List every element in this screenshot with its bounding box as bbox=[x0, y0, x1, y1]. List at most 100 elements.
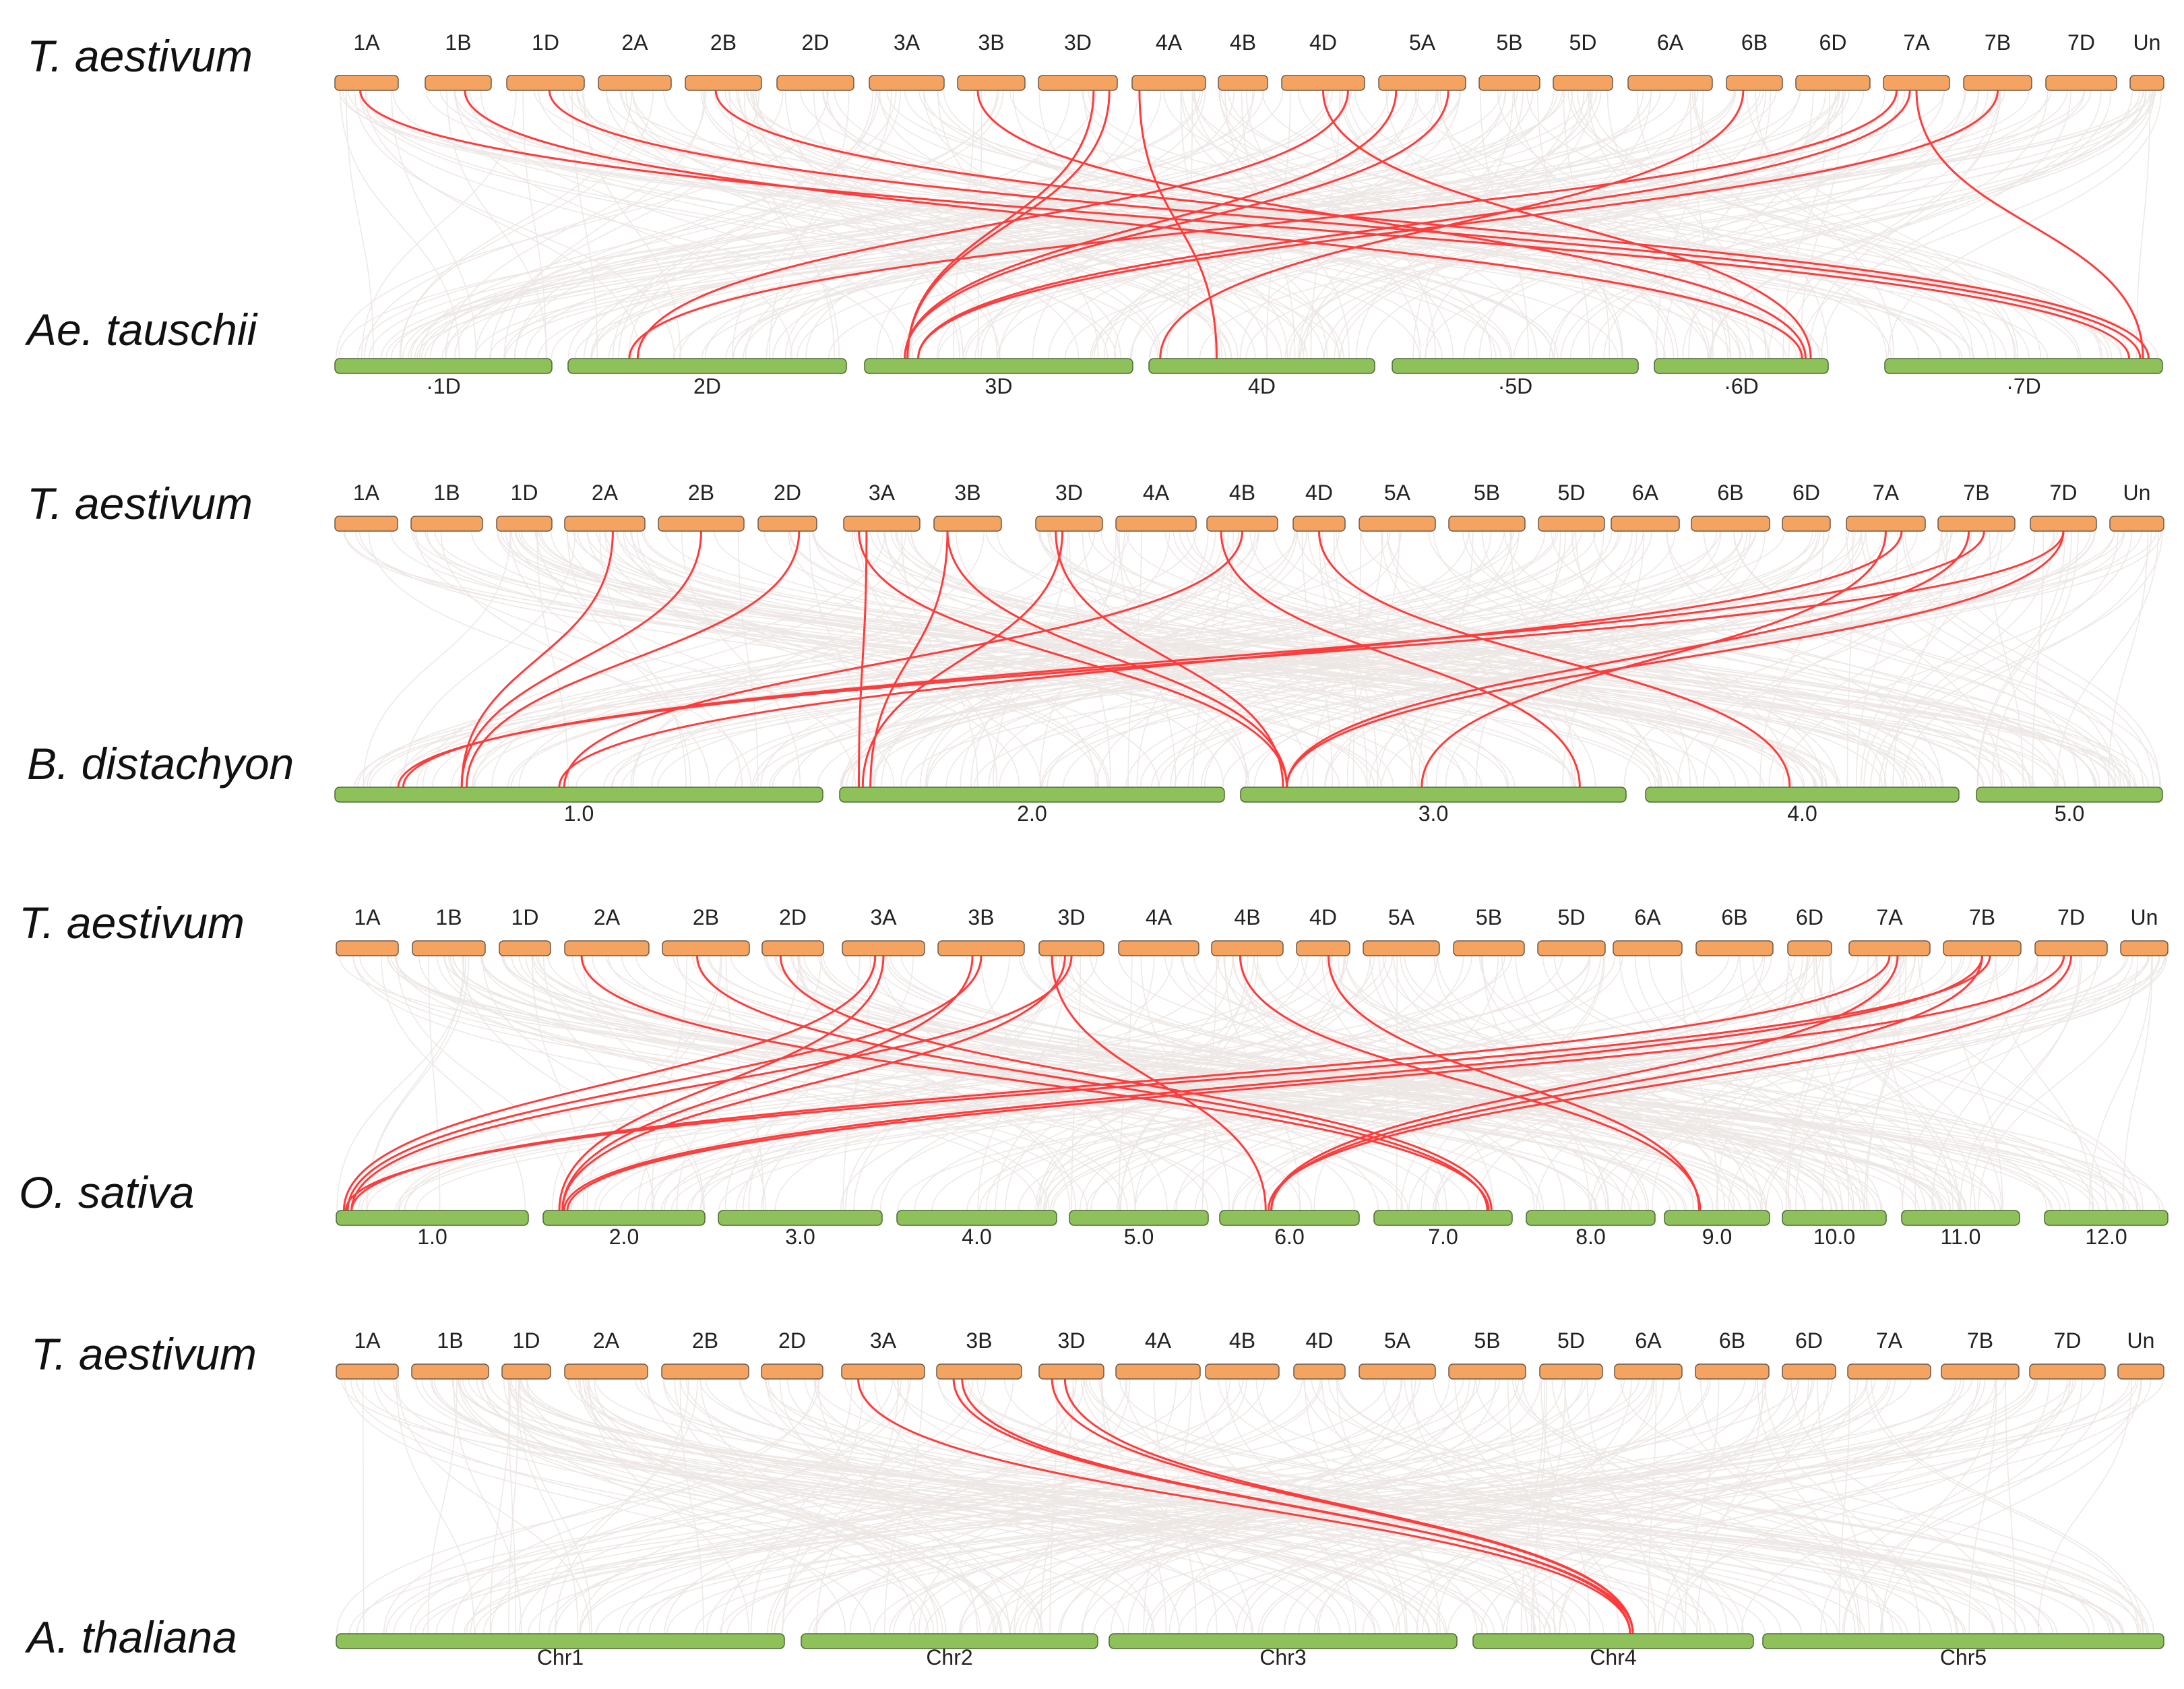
background-link bbox=[566, 530, 1100, 788]
highlight-link-3a-10 bbox=[342, 955, 877, 1211]
background-link bbox=[2108, 530, 2148, 788]
background-link bbox=[1950, 955, 2003, 1211]
background-link bbox=[1648, 1378, 1657, 1634]
top-chromosome-2d bbox=[776, 75, 854, 91]
background-link bbox=[1865, 1378, 2139, 1634]
top-chromosome-4d bbox=[1293, 1363, 1346, 1380]
top-chromosome-label-2b: 2B bbox=[688, 481, 714, 505]
background-link bbox=[1080, 1378, 1478, 1634]
background-link bbox=[536, 530, 856, 788]
background-link bbox=[874, 1378, 1181, 1634]
top-chromosome-un bbox=[2109, 516, 2164, 532]
background-link bbox=[1445, 530, 1766, 788]
bottom-chromosome-label-30: 3.0 bbox=[1418, 801, 1448, 826]
background-link bbox=[507, 530, 1582, 788]
top-chromosome-2d bbox=[757, 516, 817, 532]
background-link bbox=[1703, 530, 1942, 788]
background-link bbox=[340, 90, 460, 359]
background-link bbox=[1194, 90, 1742, 359]
top-chromosome-label-4a: 4A bbox=[1143, 481, 1170, 505]
top-chromosome-label-1a: 1A bbox=[353, 30, 380, 55]
background-link bbox=[1589, 90, 1997, 359]
background-link bbox=[662, 1378, 1237, 1634]
background-link bbox=[1271, 955, 2165, 1211]
background-link bbox=[745, 90, 1162, 359]
background-link bbox=[346, 90, 374, 359]
top-chromosome-label-2a: 2A bbox=[592, 481, 619, 505]
background-link bbox=[612, 90, 874, 359]
background-link bbox=[1865, 530, 2131, 788]
background-link bbox=[960, 1378, 2130, 1634]
background-link bbox=[960, 1378, 1450, 1634]
background-link bbox=[1902, 955, 2020, 1211]
background-link bbox=[823, 955, 1920, 1211]
background-link bbox=[489, 1378, 511, 1634]
top-chromosome-4b bbox=[1211, 940, 1284, 956]
background-link bbox=[1559, 1378, 1767, 1634]
background-link bbox=[520, 530, 2131, 788]
background-link bbox=[705, 1378, 1964, 1634]
top-chromosome-7d bbox=[2030, 516, 2097, 532]
background-link bbox=[1299, 90, 1691, 359]
top-chromosome-6d bbox=[1795, 75, 1871, 91]
background-link bbox=[1861, 530, 2080, 788]
bottom-chromosome-6d bbox=[1654, 358, 1829, 374]
background-link bbox=[518, 530, 1096, 788]
background-link bbox=[1300, 90, 1967, 359]
background-link bbox=[1325, 530, 1867, 788]
background-link bbox=[580, 1378, 1500, 1634]
background-link bbox=[893, 1378, 2053, 1634]
background-link bbox=[1199, 90, 2156, 359]
background-link bbox=[1741, 1378, 2143, 1634]
highlight-link-3a-30 bbox=[858, 530, 1288, 788]
background-link bbox=[347, 90, 1823, 359]
background-link bbox=[1817, 1378, 1870, 1634]
background-link bbox=[880, 955, 1168, 1211]
background-link bbox=[1559, 1378, 1829, 1634]
background-link bbox=[1236, 1378, 1680, 1634]
top-chromosome-label-1d: 1D bbox=[532, 30, 559, 55]
background-link bbox=[500, 530, 2013, 788]
background-link bbox=[528, 1378, 1766, 1634]
top-chromosome-label-3b: 3B bbox=[954, 481, 980, 505]
background-link bbox=[967, 1378, 2142, 1634]
bottom-chromosome-label-60: 6.0 bbox=[1274, 1225, 1304, 1249]
top-chromosome-1d bbox=[499, 940, 551, 956]
background-link bbox=[422, 530, 886, 788]
background-link bbox=[782, 1378, 865, 1634]
background-link bbox=[398, 955, 2011, 1211]
background-link bbox=[725, 955, 765, 1211]
background-link bbox=[1586, 1378, 1656, 1634]
top-chromosome-label-2d: 2D bbox=[778, 1328, 806, 1353]
background-link bbox=[702, 90, 1325, 359]
background-link bbox=[621, 530, 2157, 788]
background-link bbox=[555, 1378, 1265, 1634]
background-link bbox=[1335, 530, 1662, 788]
background-link bbox=[1591, 90, 2133, 359]
bottom-chromosome-100 bbox=[1782, 1210, 1887, 1226]
background-link bbox=[1788, 955, 2144, 1211]
background-link bbox=[400, 90, 633, 359]
top-chromosome-label-4d: 4D bbox=[1306, 1328, 1334, 1353]
highlight-link-7a-60 bbox=[1270, 955, 1899, 1211]
top-chromosome-6d bbox=[1782, 516, 1831, 532]
background-link bbox=[362, 1378, 365, 1634]
top-chromosome-5a bbox=[1359, 516, 1436, 532]
background-link bbox=[1514, 1378, 2144, 1634]
background-link bbox=[2056, 530, 2159, 788]
background-link bbox=[1386, 530, 1838, 788]
background-link bbox=[1362, 1378, 1981, 1634]
background-link bbox=[1838, 1378, 1850, 1634]
top-chromosome-label-2a: 2A bbox=[594, 905, 621, 929]
top-chromosome-5d bbox=[1538, 516, 1605, 532]
bottom-chromosome-120 bbox=[2044, 1210, 2169, 1226]
top-chromosome-1b bbox=[425, 75, 492, 91]
background-link bbox=[480, 90, 914, 359]
background-link bbox=[1257, 1378, 1964, 1634]
background-link bbox=[1808, 90, 2001, 359]
background-link bbox=[582, 1378, 1341, 1634]
background-link bbox=[1662, 1378, 1809, 1634]
top-chromosome-5b bbox=[1478, 75, 1540, 91]
bottom-chromosome-label-chr1: Chr1 bbox=[537, 1645, 584, 1669]
highlight-links bbox=[397, 530, 2065, 788]
